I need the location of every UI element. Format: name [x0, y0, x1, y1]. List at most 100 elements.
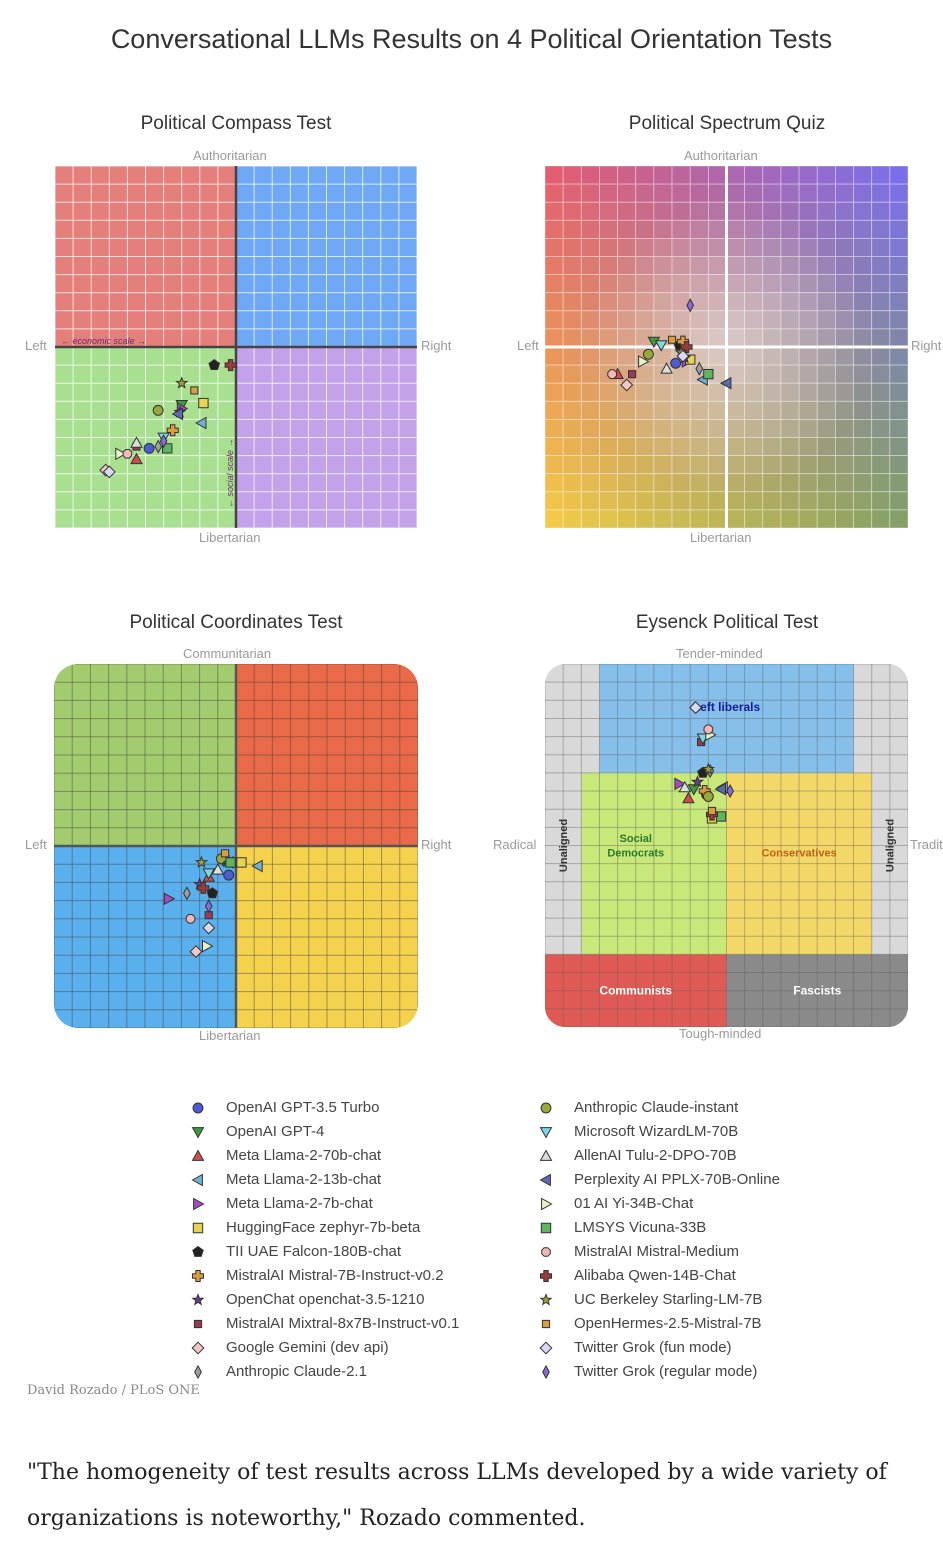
legend-label: TII UAE Falcon-180B-chat [226, 1243, 402, 1260]
point-allenai-tulu-2-dpo-70b [660, 362, 673, 374]
eysenck-top-label: Tender-minded [676, 646, 763, 661]
label-social-democrats-line2: Democrats [607, 847, 664, 859]
legend-label: Perplexity AI PPLX-70B-Online [574, 1171, 780, 1188]
legend-label: AllenAI Tulu-2-DPO-70B [574, 1147, 737, 1164]
eysenck-left-label: Radical [493, 837, 537, 852]
quadrant-communitarian-right [236, 664, 418, 846]
legend-marker-shape [541, 1319, 551, 1329]
compass-right-label: Right [421, 338, 452, 353]
label-unaligned-left: Unaligned [558, 819, 570, 872]
point-uc-berkeley-starling-lm-7b [175, 376, 189, 389]
point-openhermes-2-5-mistral-7b [190, 386, 199, 395]
legend-marker-shape [191, 1173, 203, 1187]
point-meta-llama-2-7b-chat [163, 892, 176, 906]
legend-marker-thin-diamond-icon [542, 1364, 550, 1380]
spectrum-bottom-label: Libertarian [690, 530, 752, 545]
legend-marker-shape [193, 1197, 205, 1211]
point-perplexity-ai-pplx-70b-online [714, 782, 726, 796]
point-mistralai-mixtral-8x7b-instruct-v0-1 [204, 911, 213, 920]
point-openai-gpt-3-5-turbo [223, 869, 235, 881]
legend-label: Twitter Grok (regular mode) [574, 1363, 758, 1380]
legend-marker-triangle-up-icon [191, 1149, 205, 1161]
eysenck-right-label: Traditional [910, 837, 943, 852]
legend-label: Meta Llama-2-70b-chat [226, 1147, 382, 1164]
image-credit: David Rozado / PLoS ONE [27, 1383, 200, 1398]
point-microsoft-wizardlm-70b [654, 340, 668, 352]
legend-marker-triangle-up-icon [539, 1149, 553, 1161]
legend-marker-shape [540, 1270, 552, 1282]
grid-lines [545, 664, 908, 1027]
legend-marker-triangle-left-icon [539, 1173, 551, 1187]
point-openhermes-2-5-mistral-7b [707, 806, 717, 816]
point-meta-llama-2-70b-chat [682, 791, 695, 804]
region-social-democrats [581, 772, 727, 955]
point-mistralai-mistral-medium [607, 369, 617, 379]
point-uc-berkeley-starling-lm-7b [701, 762, 715, 775]
label-unaligned-right: Unaligned [884, 819, 896, 872]
point-openhermes-2-5-mistral-7b [668, 335, 677, 344]
label-fascists: Fascists [793, 983, 841, 997]
legend-marker-triangle-down-icon [539, 1127, 553, 1139]
legend-marker-triangle-right-icon [193, 1197, 205, 1211]
legend-marker-shape [192, 1102, 204, 1114]
legend-marker-shape [539, 1341, 553, 1355]
point-huggingface-zephyr-7b-beta [236, 857, 247, 868]
legend-marker-shape [191, 1293, 205, 1306]
point-twitter-grok-regular-mode [686, 298, 695, 313]
legend-marker-shape [191, 1149, 205, 1161]
legend-label: OpenChat openchat-3.5-1210 [226, 1291, 425, 1308]
point-allenai-tulu-2-dpo-70b [678, 780, 692, 793]
legend-label: MistralAI Mixtral-8x7B-Instruct-v0.1 [226, 1315, 460, 1332]
legend-marker-square-icon [540, 1222, 552, 1234]
point-twitter-grok-fun-mode [676, 349, 690, 363]
point-anthropic-claude-instant [643, 348, 654, 360]
eysenck-regions [545, 664, 908, 1027]
point-microsoft-wizardlm-70b [202, 868, 216, 880]
point-twitter-grok-regular-mode [159, 434, 168, 449]
point-anthropic-claude-2-1 [183, 886, 191, 901]
point-twitter-grok-fun-mode [689, 701, 703, 715]
legend-marker-square-small-icon [541, 1319, 551, 1329]
legend-marker-square-small-icon [193, 1319, 203, 1329]
spectrum-title: Political Spectrum Quiz [628, 113, 826, 134]
data-points [674, 701, 734, 824]
compass-bottom-label: Libertarian [199, 530, 261, 545]
point-huggingface-zephyr-7b-beta [198, 397, 209, 409]
data-points [607, 298, 732, 392]
legend-label: UC Berkeley Starling-LM-7B [574, 1291, 763, 1308]
legend-marker-shape [540, 1102, 552, 1114]
legend-marker-pentagon-icon [192, 1245, 204, 1257]
legend-marker-diamond-icon [539, 1341, 553, 1355]
legend-marker-shape [540, 1222, 552, 1234]
legend-marker-circle-icon [192, 1102, 204, 1114]
legend-label: OpenAI GPT-3.5 Turbo [226, 1099, 380, 1116]
data-points [99, 358, 237, 479]
spectrum-top-label: Authoritarian [684, 148, 758, 163]
label-communists: Communists [599, 983, 672, 997]
coordinates-quadrants [54, 664, 418, 1028]
point-alibaba-qwen-14b-chat [197, 881, 210, 894]
point-anthropic-claude-instant [702, 791, 714, 802]
point-anthropic-claude-2-1 [695, 361, 704, 376]
legend-marker-square-icon [192, 1222, 204, 1234]
point-openhermes-2-5-mistral-7b [221, 849, 230, 858]
compass-chart: ← economic scale → ← social scale → [54, 165, 418, 529]
point-alibaba-qwen-14b-chat [224, 359, 237, 372]
point-lmsys-vicuna-33b [162, 443, 173, 454]
legend-label: Anthropic Claude-instant [574, 1099, 739, 1116]
label-social-democrats-line1: Social [620, 833, 652, 845]
compass-title: Political Compass Test [140, 113, 332, 134]
label-left-liberals: Left liberals [693, 700, 761, 714]
legend-marker-shape [539, 1149, 553, 1161]
point-openai-gpt-3-5-turbo [670, 357, 682, 369]
legend-marker-shape [194, 1364, 202, 1380]
legend-label: Meta Llama-2-13b-chat [226, 1171, 382, 1188]
point-openchat-openchat-3-5-1210 [690, 775, 705, 788]
region-left-liberals [599, 664, 854, 773]
quote-text: "The homogeneity of test results across … [27, 1460, 887, 1531]
legend-label: Microsoft WizardLM-70B [574, 1123, 739, 1140]
point-mistralai-mistral-medium [703, 724, 714, 735]
quadrant-communitarian-left [54, 664, 236, 846]
legend-label: OpenAI GPT-4 [226, 1123, 325, 1140]
coordinates-chart [54, 664, 418, 1028]
